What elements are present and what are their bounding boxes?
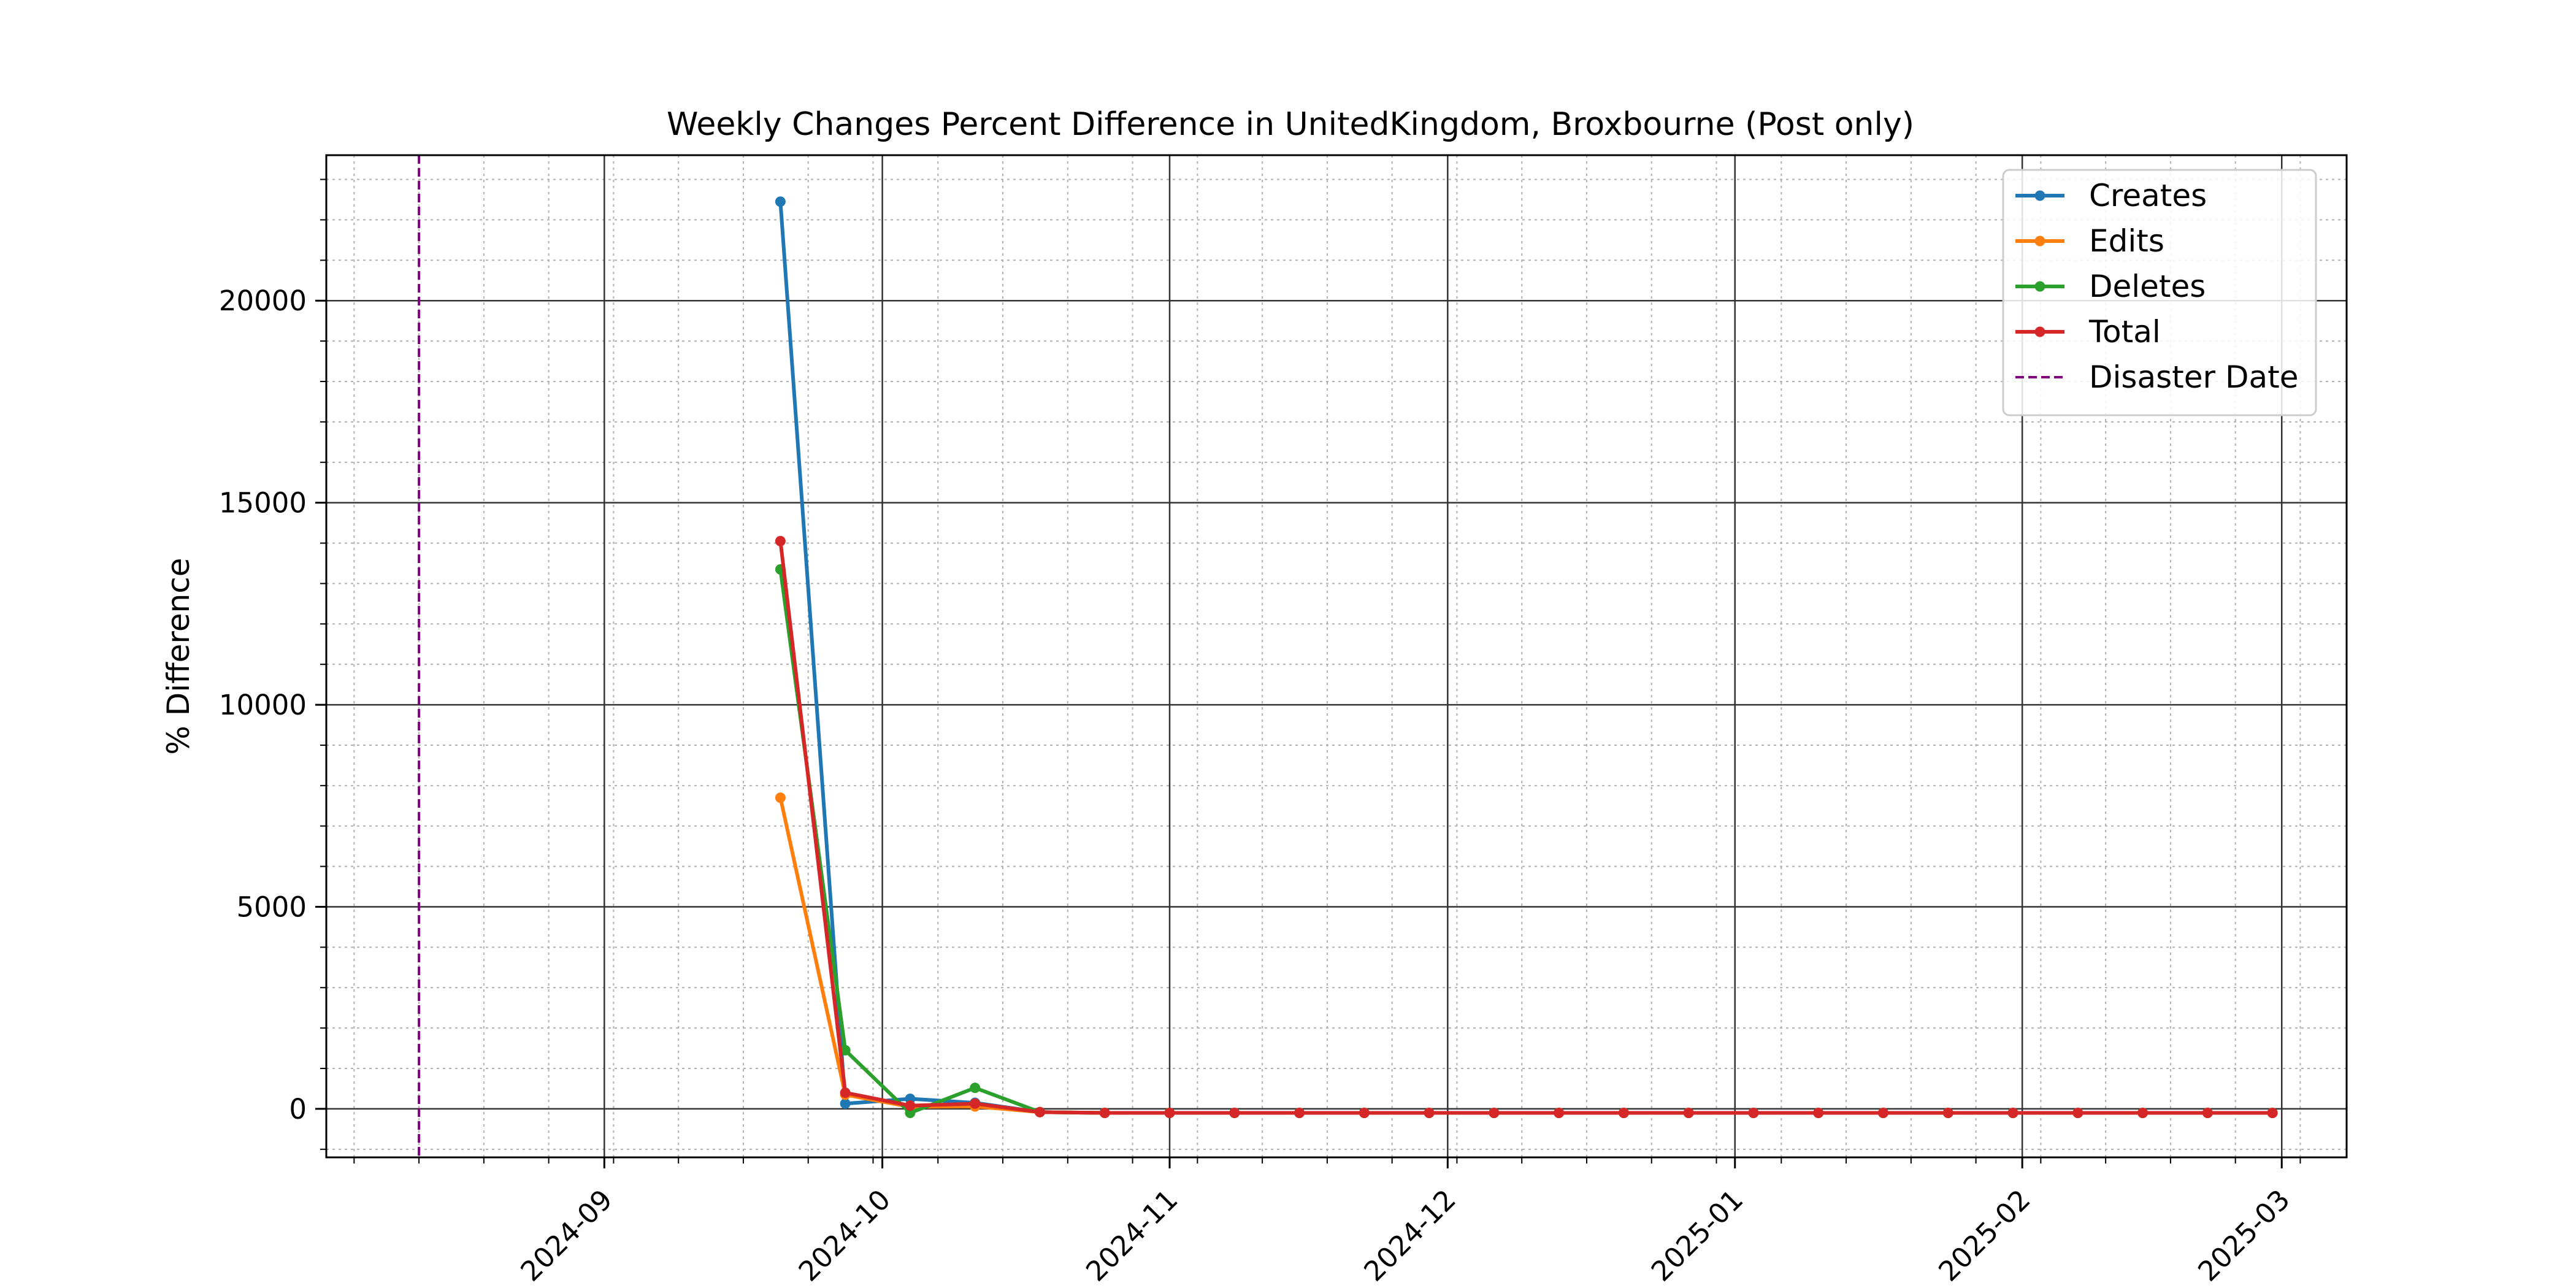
x-tick-label: 2025-01: [1645, 1183, 1749, 1287]
data-point-total: [2202, 1108, 2213, 1119]
x-tick-label: 2025-02: [1932, 1183, 2036, 1287]
data-point-total: [1489, 1108, 1500, 1119]
data-point-total: [1877, 1108, 1888, 1119]
legend-label-total: Total: [2088, 314, 2161, 350]
data-point-total: [1942, 1108, 1953, 1119]
data-point-total: [1618, 1108, 1629, 1119]
data-point-total: [2072, 1108, 2083, 1119]
y-tick-label: 10000: [219, 689, 307, 721]
data-point-total: [1164, 1108, 1175, 1119]
tick-labels: 2024-09 2024-10 2024-11 2024-12 2025-01 2025-…: [219, 285, 2296, 1287]
data-point-deletes: [970, 1083, 981, 1094]
legend-box: [2002, 169, 2317, 416]
series-lines: [775, 196, 2278, 1119]
chart-title: Weekly Changes Percent Difference in Uni…: [667, 106, 1914, 143]
data-point-total: [1294, 1108, 1305, 1119]
data-point-total: [1424, 1108, 1435, 1119]
data-point-total: [1229, 1108, 1240, 1119]
y-tick-label: 0: [289, 1093, 307, 1125]
data-point-total: [775, 535, 786, 546]
x-tick-label: 2024-10: [792, 1183, 897, 1287]
data-point-creates: [840, 1098, 851, 1109]
data-point-total: [1554, 1108, 1565, 1119]
series-line-total: [778, 540, 2273, 1115]
plot-frame: [325, 154, 2348, 1159]
data-point-total: [1683, 1108, 1694, 1119]
data-point-total: [1748, 1108, 1759, 1119]
data-point-deletes: [840, 1045, 851, 1056]
data-point-total: [1359, 1108, 1370, 1119]
data-point-total: [2267, 1108, 2278, 1119]
x-tick-label: 2024-11: [1079, 1183, 1184, 1287]
legend-label-creates: Creates: [2089, 178, 2207, 213]
series-line-deletes: [778, 569, 2273, 1115]
x-tick-label: 2024-12: [1357, 1183, 1462, 1287]
data-point-edits: [775, 792, 786, 803]
legend-marker-total: [2034, 326, 2045, 337]
x-tick-label: 2024-09: [514, 1183, 618, 1287]
x-tick-label: 2025-03: [2191, 1183, 2296, 1287]
data-point-total: [840, 1087, 851, 1098]
data-point-deletes: [905, 1108, 916, 1119]
legend-marker-deletes: [2034, 281, 2045, 292]
y-tick-label: 15000: [219, 487, 307, 519]
y-tick-label: 5000: [236, 891, 307, 924]
series-line-edits: [778, 797, 2273, 1115]
legend-label-edits: Edits: [2089, 223, 2164, 259]
legend-marker-creates: [2034, 190, 2045, 201]
data-point-total: [970, 1098, 981, 1109]
data-point-total: [2137, 1108, 2149, 1119]
data-point-total: [2007, 1108, 2018, 1119]
data-point-total: [905, 1100, 916, 1111]
axis-ticks: [315, 178, 2301, 1168]
legend-label-disaster-date: Disaster Date: [2089, 359, 2298, 395]
data-point-total: [1099, 1108, 1110, 1119]
legend: Creates Edits Deletes Total Disaster Date: [2002, 169, 2317, 416]
data-point-total: [1034, 1106, 1045, 1117]
legend-marker-edits: [2034, 236, 2045, 247]
legend-label-deletes: Deletes: [2089, 269, 2206, 304]
y-axis-label: % Difference: [161, 558, 196, 754]
data-point-total: [1813, 1108, 1824, 1119]
data-point-creates: [775, 196, 786, 207]
y-tick-label: 20000: [219, 285, 307, 317]
